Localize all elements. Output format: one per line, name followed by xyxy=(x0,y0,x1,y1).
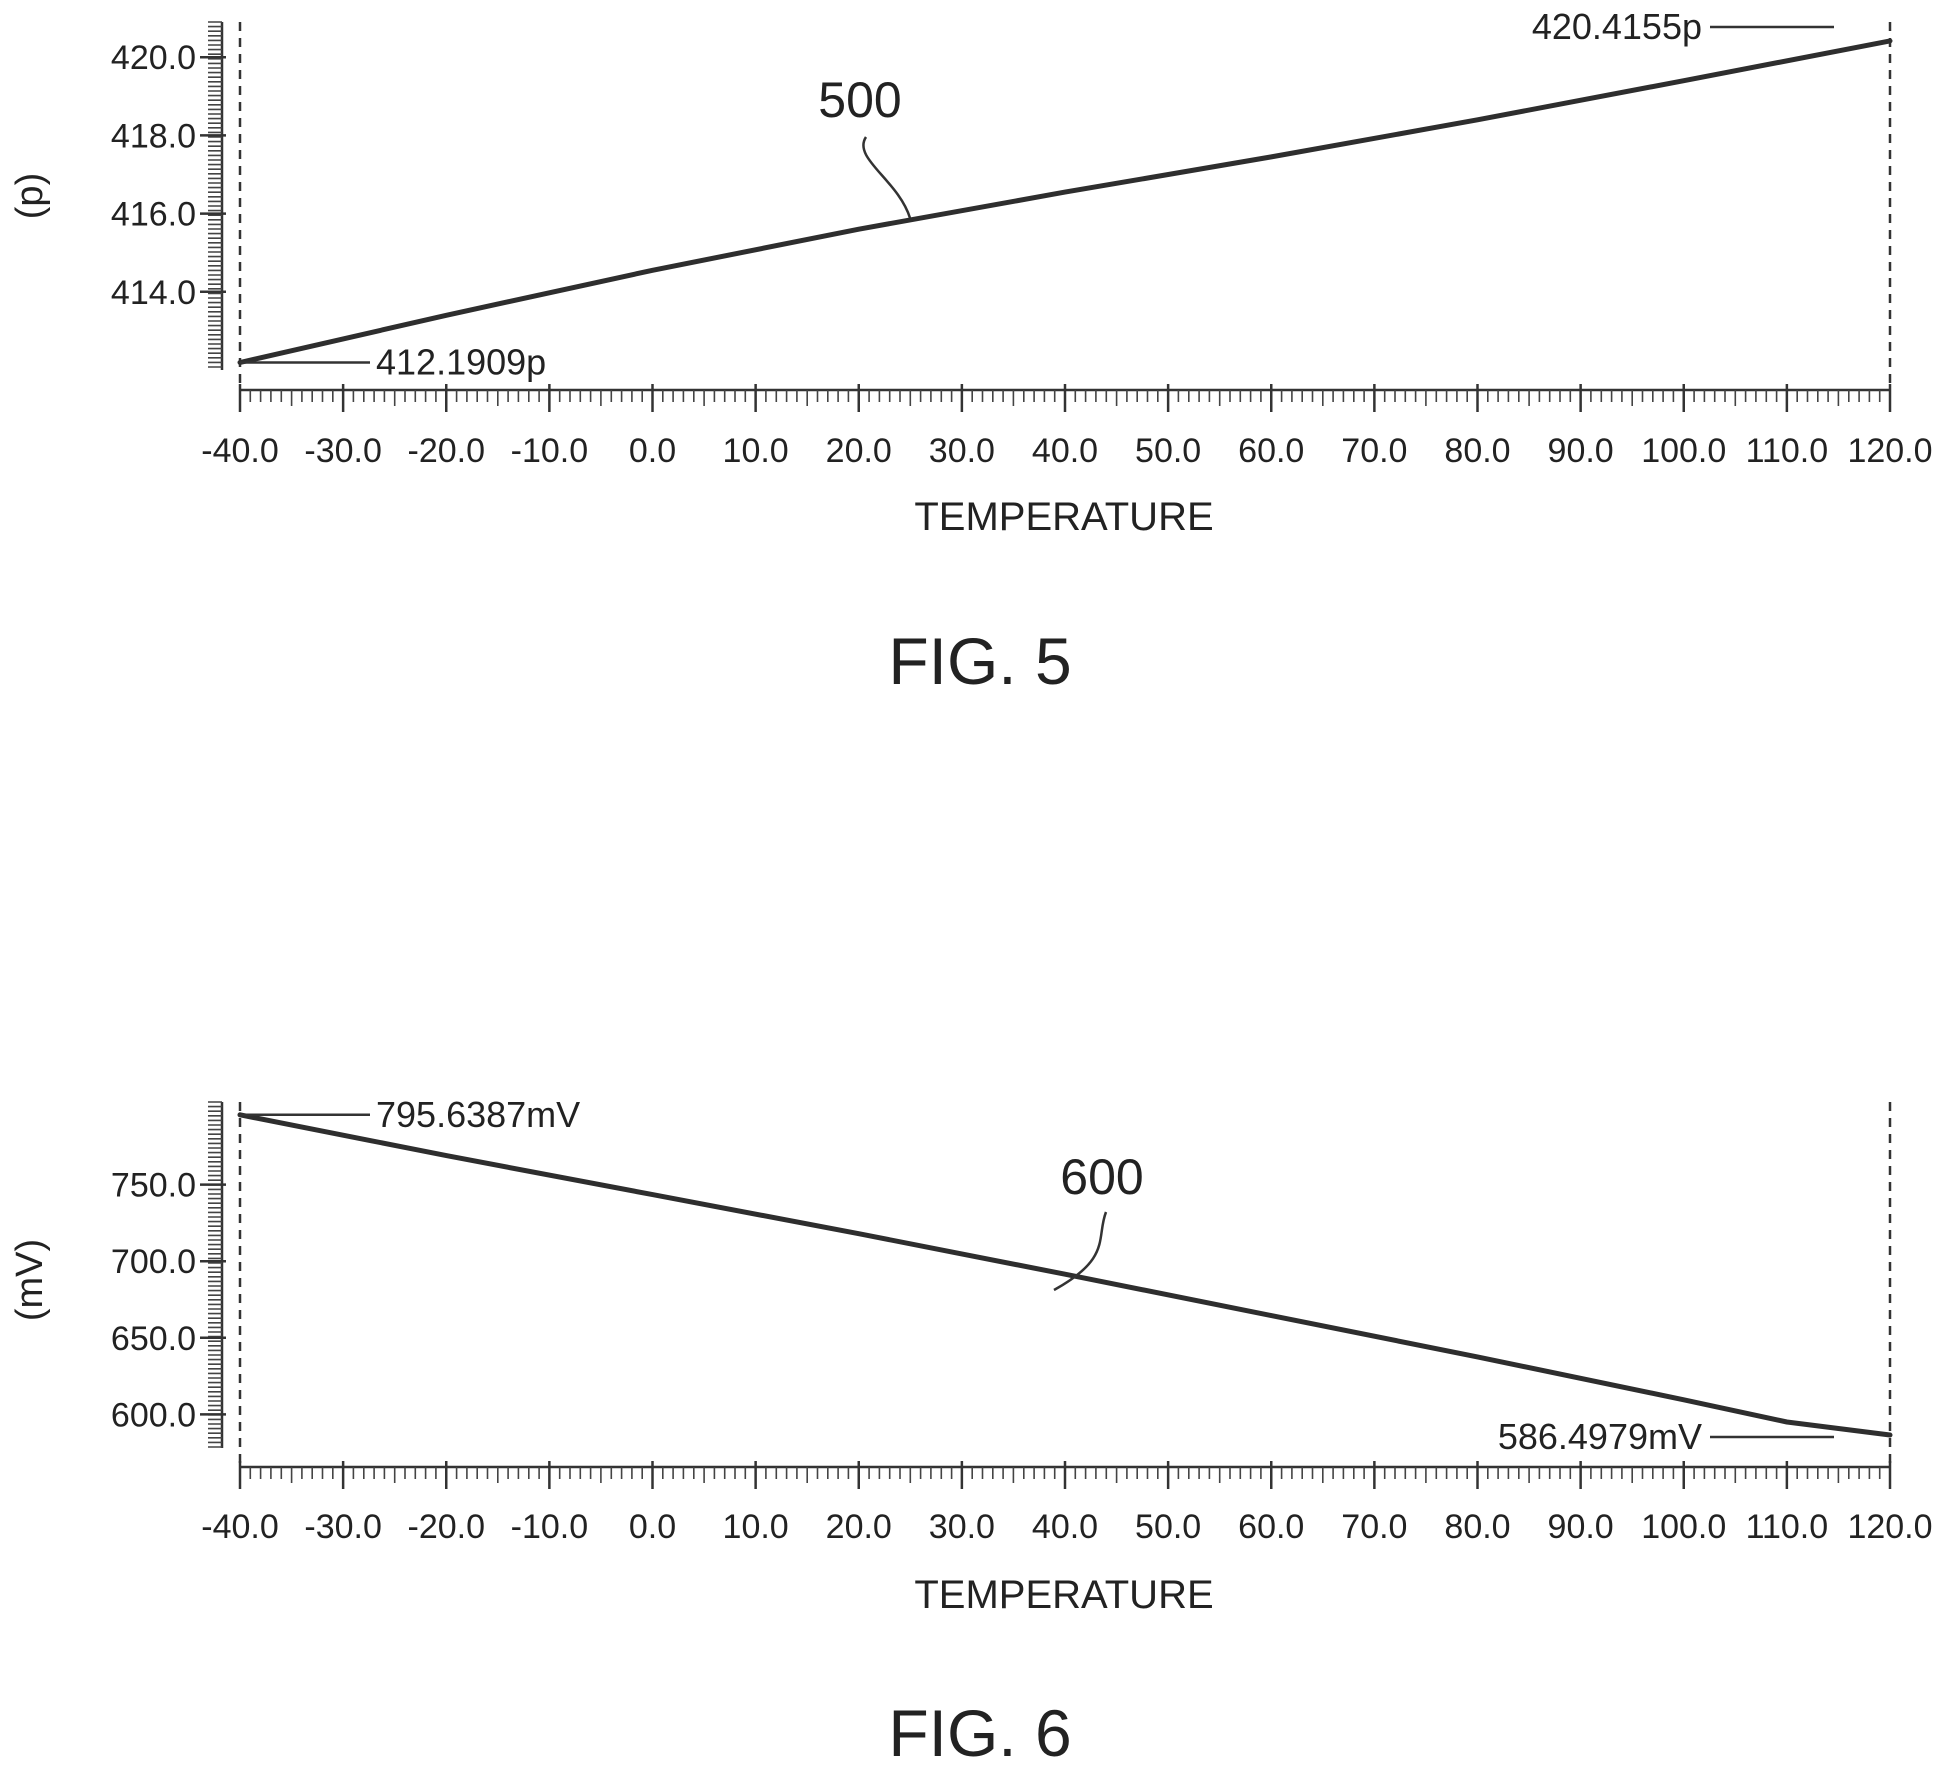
x-tick-label: 10.0 xyxy=(723,1508,789,1546)
y-tick-label: 418.0 xyxy=(111,117,196,155)
fig5-figure-label: FIG. 5 xyxy=(888,624,1071,698)
series-line xyxy=(237,38,1893,365)
x-tick-label: 80.0 xyxy=(1444,1508,1510,1546)
x-tick-label: 70.0 xyxy=(1341,432,1407,470)
fig5-x-axis: -40.0 -30.0 -20.0 -10.0 0.0 10.0 20.0 30.0 40.0 5… xyxy=(201,384,1933,470)
y-tick-label: 600.0 xyxy=(111,1396,196,1434)
fig5-y-axis: 414.0 416.0 418.0 420.0 xyxy=(111,21,226,370)
fig5-y-axis-label: (p) xyxy=(9,173,51,219)
x-tick-label: 80.0 xyxy=(1444,432,1510,470)
fig5-annotations: 412.1909p 420.4155p xyxy=(240,6,1834,383)
fig5-reference-numeral: 500 xyxy=(818,72,901,128)
fig5-plot-frame xyxy=(238,22,1892,386)
fig6-plot-frame xyxy=(238,1102,1892,1463)
fig6-y-axis-label: (mV) xyxy=(9,1239,51,1321)
x-tick-label: 60.0 xyxy=(1238,432,1304,470)
fig6-x-axis: -40.0 -30.0 -20.0 -10.0 0.0 10.0 20.0 30.0 40.0 5… xyxy=(201,1461,1933,1546)
x-tick-label: 40.0 xyxy=(1032,432,1098,470)
x-tick-label: 0.0 xyxy=(629,1508,676,1546)
x-tick-label: -40.0 xyxy=(201,1508,279,1546)
y-tick-label: 700.0 xyxy=(111,1243,196,1281)
x-tick-label: -30.0 xyxy=(304,432,382,470)
x-tick-label: 90.0 xyxy=(1548,1508,1614,1546)
y-tick-label: 416.0 xyxy=(111,196,196,234)
fig5-chart: 414.0 416.0 418.0 420.0 -40.0 -30.0 -20.0 -10.… xyxy=(9,6,1933,698)
y-tick-label: 414.0 xyxy=(111,274,196,312)
x-tick-label: -20.0 xyxy=(408,1508,486,1546)
annotation-label: 412.1909p xyxy=(376,342,546,383)
fig5-reference-leader xyxy=(862,136,912,219)
x-tick-label: 50.0 xyxy=(1135,432,1201,470)
x-tick-label: 20.0 xyxy=(826,1508,892,1546)
y-tick-label: 420.0 xyxy=(111,39,196,77)
y-axis-minor-ticks xyxy=(208,21,222,368)
y-tick-label: 650.0 xyxy=(111,1320,196,1358)
fig5-x-axis-label: TEMPERATURE xyxy=(914,495,1213,539)
fig6-chart: 600.0 650.0 700.0 750.0 -40.0 -30.0 -20.0 -10.… xyxy=(9,1094,1933,1770)
x-tick-label: 60.0 xyxy=(1238,1508,1304,1546)
fig6-x-axis-label: TEMPERATURE xyxy=(914,1573,1213,1617)
fig5-series xyxy=(237,38,1893,365)
x-tick-label: -10.0 xyxy=(511,1508,589,1546)
x-tick-label: 100.0 xyxy=(1641,432,1726,470)
x-tick-label: 20.0 xyxy=(826,432,892,470)
x-tick-label: -40.0 xyxy=(201,432,279,470)
x-tick-label: 100.0 xyxy=(1641,1508,1726,1546)
series-line xyxy=(237,1112,1893,1438)
x-tick-label: 50.0 xyxy=(1135,1508,1201,1546)
annotation-label: 795.6387mV xyxy=(376,1094,580,1135)
y-axis-minor-ticks xyxy=(208,1101,222,1448)
x-tick-label: -10.0 xyxy=(511,432,589,470)
x-tick-label: 70.0 xyxy=(1341,1508,1407,1546)
x-tick-label: 30.0 xyxy=(929,1508,995,1546)
y-tick-label: 750.0 xyxy=(111,1167,196,1205)
fig6-reference-numeral: 600 xyxy=(1060,1149,1143,1205)
fig6-reference-leader xyxy=(1053,1211,1108,1292)
x-tick-label: -20.0 xyxy=(408,432,486,470)
fig6-annotations: 795.6387mV 586.4979mV xyxy=(240,1094,1834,1457)
x-tick-label: 120.0 xyxy=(1847,1508,1932,1546)
x-tick-label: 90.0 xyxy=(1548,432,1614,470)
fig6-figure-label: FIG. 6 xyxy=(888,1696,1071,1770)
x-tick-label: 120.0 xyxy=(1847,432,1932,470)
x-tick-label: 40.0 xyxy=(1032,1508,1098,1546)
fig6-series xyxy=(237,1112,1893,1438)
annotation-label: 586.4979mV xyxy=(1498,1416,1702,1457)
x-tick-label: 110.0 xyxy=(1746,1508,1829,1546)
x-tick-label: 0.0 xyxy=(629,432,676,470)
annotation-label: 420.4155p xyxy=(1532,6,1702,47)
x-tick-label: -30.0 xyxy=(304,1508,382,1546)
x-tick-label: 10.0 xyxy=(723,432,789,470)
fig6-y-axis: 600.0 650.0 700.0 750.0 xyxy=(111,1101,226,1448)
x-tick-label: 30.0 xyxy=(929,432,995,470)
x-tick-label: 110.0 xyxy=(1746,432,1829,470)
